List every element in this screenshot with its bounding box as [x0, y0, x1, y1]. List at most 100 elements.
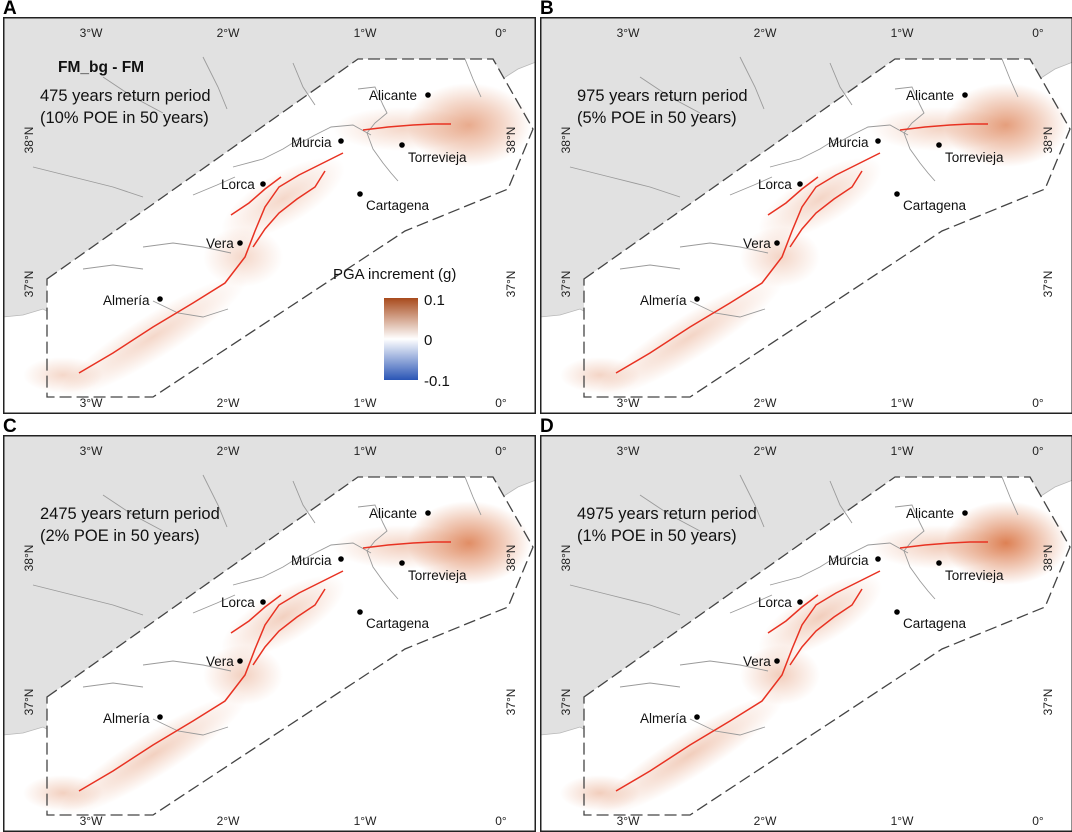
city-marker: [936, 560, 942, 566]
city-label: Torrevieja: [408, 568, 467, 583]
lat-tick-right: 37°N: [1041, 271, 1055, 298]
city-label: Cartagena: [903, 198, 967, 213]
poe-label: (2% POE in 50 years): [40, 527, 200, 545]
fault-trace: [615, 570, 881, 792]
admin-boundary: [82, 264, 144, 270]
lon-tick-bottom: 3°W: [617, 814, 640, 828]
city-label: Lorca: [221, 177, 255, 192]
admin-boundary: [232, 138, 300, 168]
lon-tick-top: 3°W: [617, 444, 640, 458]
map-panel-d: Alicante Murcia Torrevieja Lorca Cartagena Ve…: [540, 435, 1072, 832]
admin-boundary: [569, 584, 681, 616]
figure-title: FM_bg - FM: [58, 59, 144, 76]
lon-tick-top: 3°W: [617, 26, 640, 40]
lat-tick-left: 38°N: [22, 127, 36, 154]
admin-boundary: [679, 660, 769, 672]
lon-tick-bottom: 2°W: [217, 396, 240, 410]
legend-min-label: -0.1: [424, 373, 450, 390]
city-marker: [936, 142, 942, 148]
admin-boundary: [464, 476, 482, 516]
admin-boundary: [1001, 58, 1019, 98]
admin-boundary: [32, 584, 144, 616]
lon-tick-bottom: 1°W: [354, 396, 377, 410]
lon-tick-bottom: 2°W: [754, 814, 777, 828]
city-label: Vera: [206, 236, 234, 251]
city-marker: [774, 240, 780, 246]
lon-tick-bottom: 1°W: [891, 814, 914, 828]
lon-tick-bottom: 3°W: [80, 396, 103, 410]
city-marker: [260, 599, 266, 605]
city-marker: [875, 556, 881, 562]
lon-tick-top: 3°W: [80, 444, 103, 458]
city-label: Lorca: [758, 595, 792, 610]
admin-boundary: [357, 504, 399, 600]
lat-tick-left: 37°N: [559, 271, 573, 298]
admin-boundary: [102, 494, 164, 532]
city-marker: [425, 92, 431, 98]
admin-boundary: [192, 176, 236, 196]
map-svg: Alicante Murcia Torrevieja Lorca Cartagena Ve…: [540, 17, 1072, 414]
city-marker: [399, 142, 405, 148]
city-marker: [399, 560, 405, 566]
city-marker: [962, 92, 968, 98]
admin-boundary: [739, 56, 765, 110]
lon-tick-top: 1°W: [891, 444, 914, 458]
lat-tick-left: 37°N: [559, 689, 573, 716]
lon-tick-top: 3°W: [80, 26, 103, 40]
admin-boundary: [192, 594, 236, 614]
lon-tick-bottom: 2°W: [217, 814, 240, 828]
lat-tick-left: 37°N: [22, 689, 36, 716]
fault-trace: [789, 588, 863, 666]
admin-boundary: [152, 300, 229, 318]
admin-boundary: [679, 242, 769, 254]
admin-boundary: [292, 62, 316, 106]
lon-tick-top: 0°: [495, 444, 507, 458]
lat-tick-right: 37°N: [1041, 689, 1055, 716]
city-marker: [260, 181, 266, 187]
city-label: Alicante: [369, 88, 417, 103]
return-period-label: 2475 years return period: [40, 505, 220, 523]
fault-trace: [767, 176, 819, 216]
lon-tick-bottom: 1°W: [354, 814, 377, 828]
admin-boundary: [619, 682, 681, 688]
admin-boundary: [464, 58, 482, 98]
lon-tick-top: 1°W: [891, 26, 914, 40]
admin-boundary: [102, 76, 164, 114]
city-label: Cartagena: [903, 616, 967, 631]
city-label: Murcia: [828, 553, 869, 568]
admin-boundary: [829, 124, 909, 148]
admin-boundary: [619, 264, 681, 270]
city-marker: [157, 296, 163, 302]
city-marker: [425, 510, 431, 516]
city-label: Almería: [103, 711, 150, 726]
city-label: Vera: [743, 654, 771, 669]
map-svg: Alicante Murcia Torrevieja Lorca Cartagena Ve…: [3, 435, 536, 832]
admin-boundary: [739, 474, 765, 528]
admin-boundary: [894, 86, 936, 182]
lat-tick-left: 38°N: [559, 545, 573, 572]
admin-boundary: [82, 682, 144, 688]
map-panel-a: Alicante Murcia Torrevieja Lorca Cartagena Ve…: [3, 17, 536, 414]
city-marker: [797, 599, 803, 605]
lon-tick-top: 0°: [495, 26, 507, 40]
return-period-label: 475 years return period: [40, 87, 211, 105]
study-area-outline: [46, 58, 534, 398]
admin-boundary: [202, 56, 228, 110]
map-svg: Alicante Murcia Torrevieja Lorca Cartagena Ve…: [3, 17, 536, 414]
city-label: Lorca: [758, 177, 792, 192]
city-label: Murcia: [291, 553, 332, 568]
lon-tick-bottom: 0°: [495, 814, 507, 828]
lon-tick-bottom: 0°: [495, 396, 507, 410]
fault-trace: [899, 123, 988, 131]
lon-tick-top: 0°: [1032, 444, 1044, 458]
fault-trace: [615, 152, 881, 374]
panel-letter-d: D: [540, 416, 554, 437]
lat-tick-right: 38°N: [504, 545, 518, 572]
panel-letter-a: A: [3, 0, 17, 19]
fault-trace: [230, 594, 282, 634]
lon-tick-top: 1°W: [354, 444, 377, 458]
lat-tick-right: 38°N: [504, 127, 518, 154]
lon-tick-bottom: 2°W: [754, 396, 777, 410]
city-label: Torrevieja: [945, 568, 1004, 583]
city-marker: [894, 609, 900, 615]
